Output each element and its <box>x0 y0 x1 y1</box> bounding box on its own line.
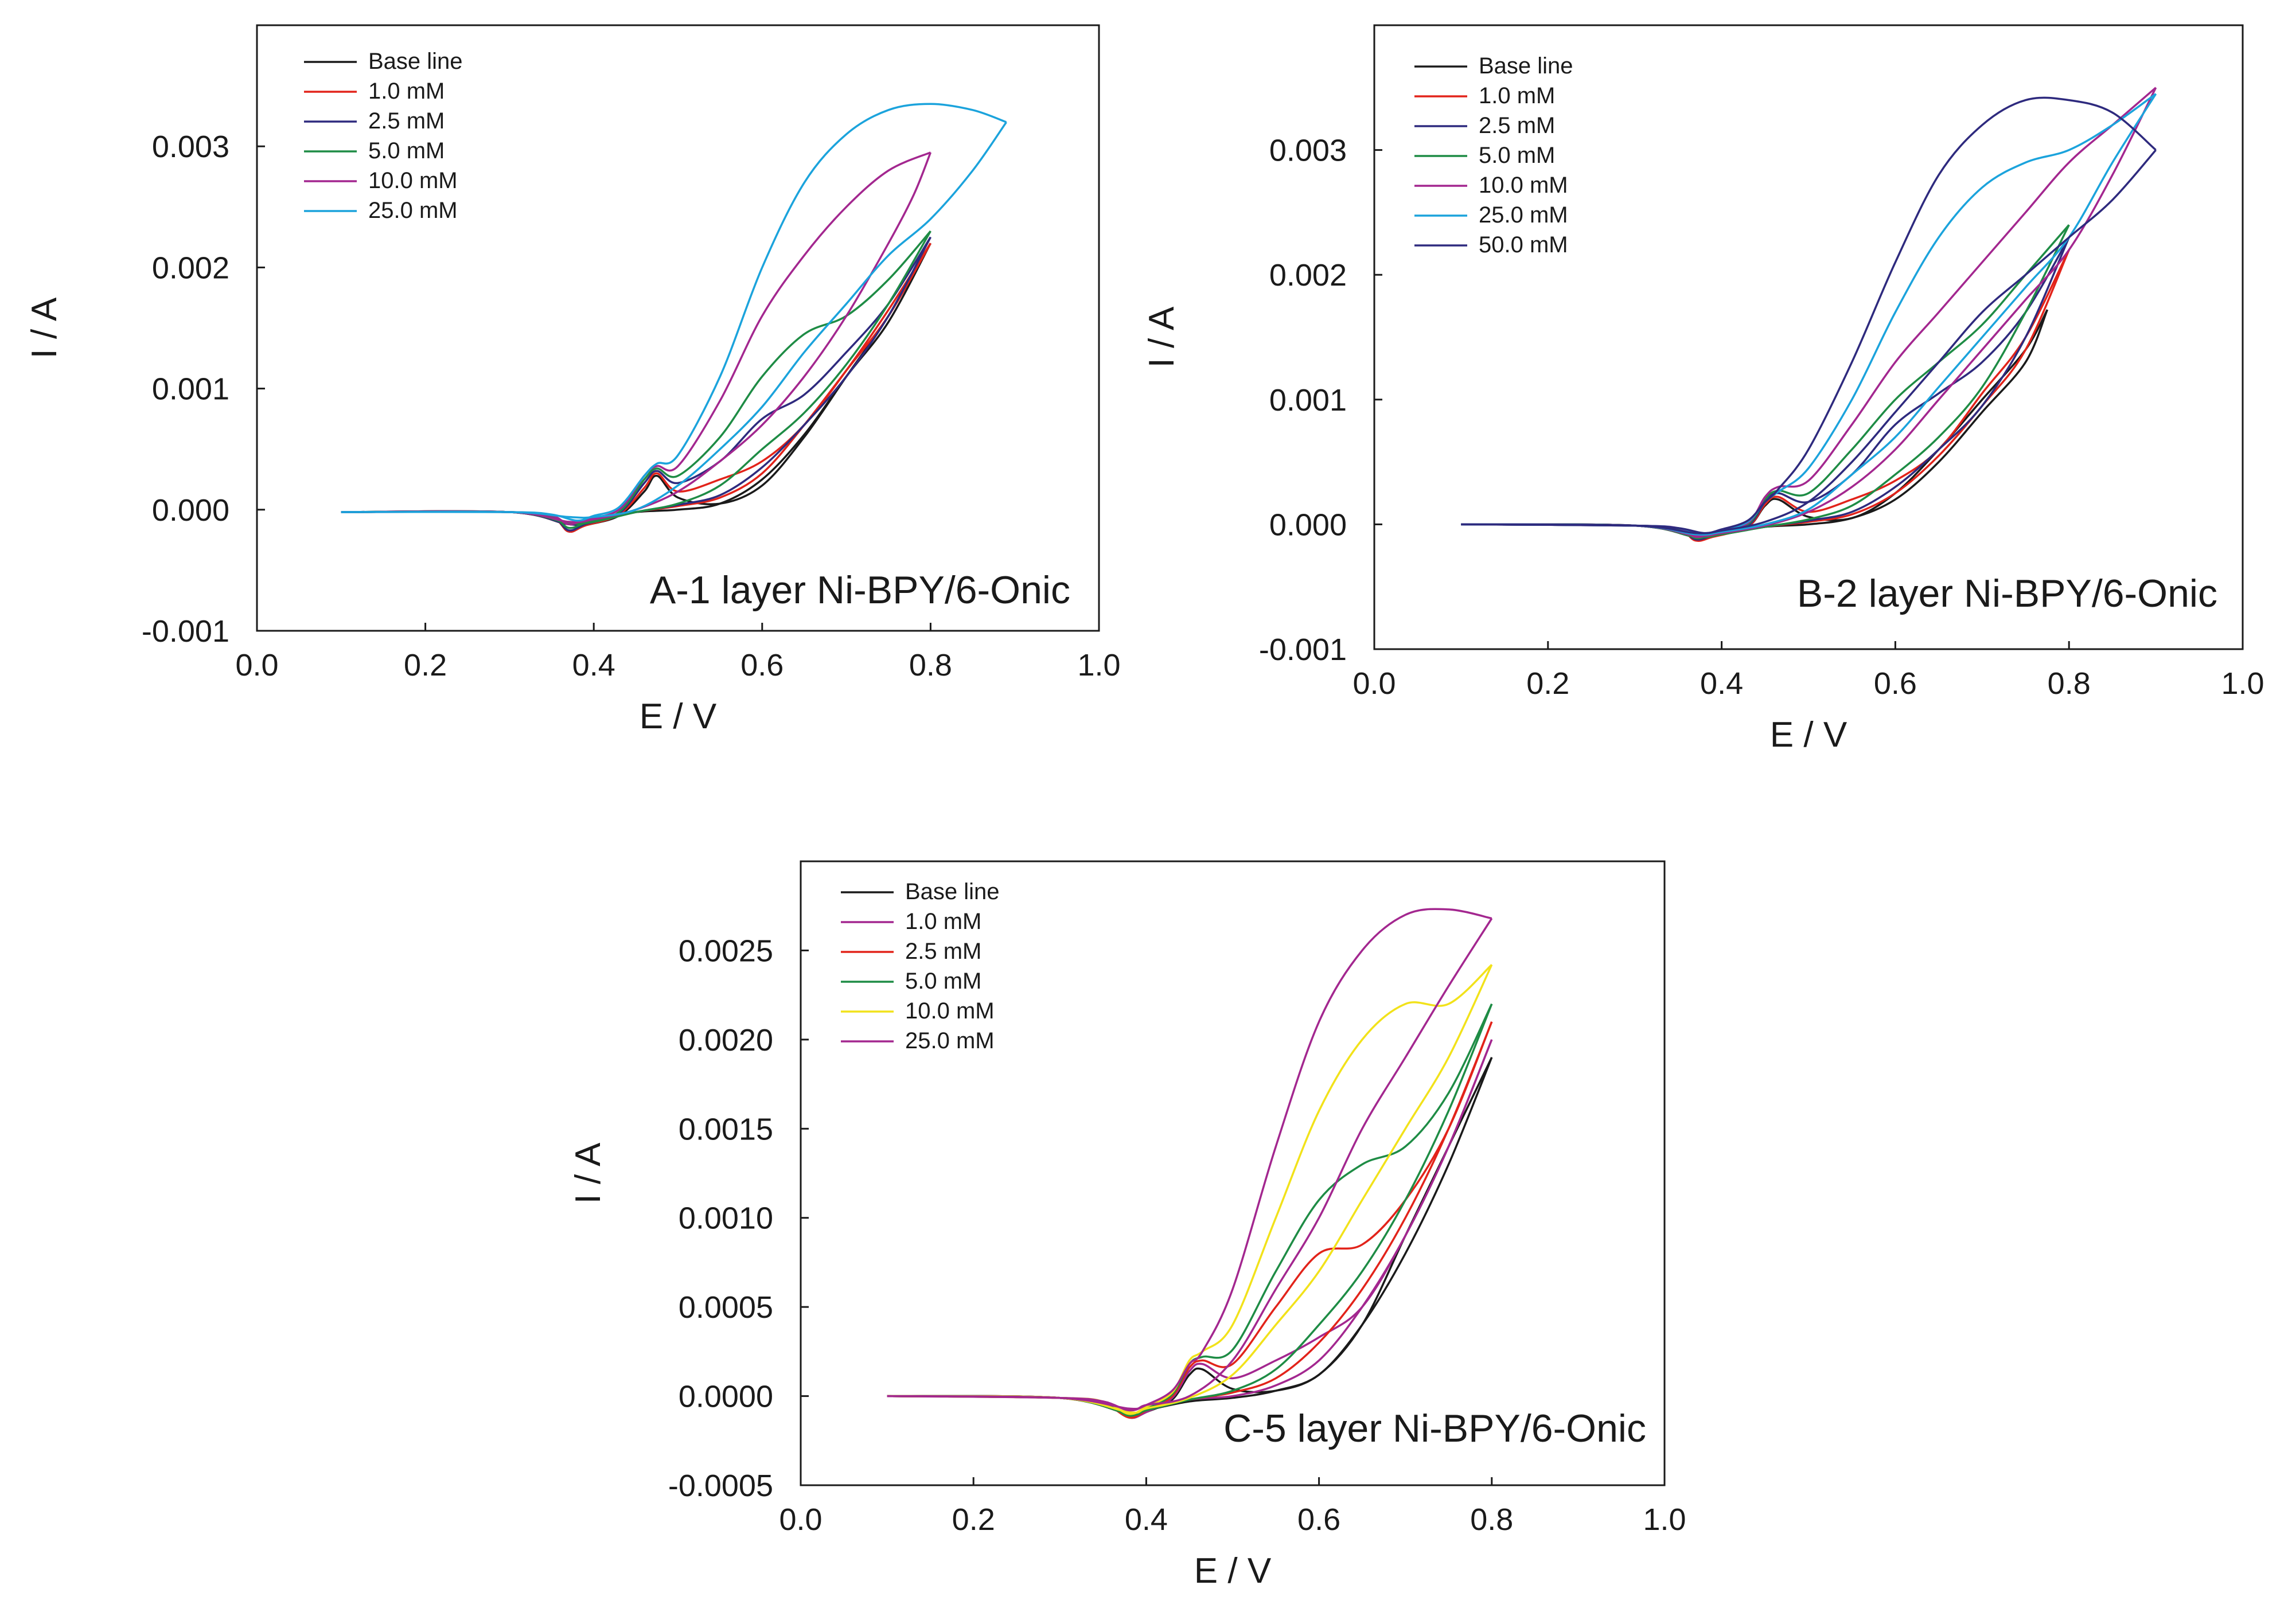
x-tick-label: 0.6 <box>1874 666 1917 701</box>
panel-label: C-5 layer Ni-BPY/6-Onic <box>1223 1407 1646 1450</box>
y-tick-label: 0.000 <box>152 493 229 528</box>
y-tick-label: 0.002 <box>1269 258 1347 292</box>
y-tick-label: -0.001 <box>142 614 229 649</box>
series-reverse-scan <box>887 918 1493 1410</box>
x-tick-label: 1.0 <box>1643 1502 1686 1537</box>
x-tick-label: 0.2 <box>952 1502 995 1537</box>
y-tick-label: 0.003 <box>152 130 229 164</box>
x-axis-title: E / V <box>1770 715 1847 755</box>
plot-frame <box>256 24 1100 632</box>
y-tick-label: 0.0005 <box>679 1290 773 1325</box>
legend-label: 50.0 mM <box>1479 232 1568 257</box>
panel-label: B-2 layer Ni-BPY/6-Onic <box>1797 572 2217 615</box>
x-tick-label: 0.2 <box>404 648 447 682</box>
legend-label: 5.0 mM <box>368 138 445 163</box>
x-tick-label: 0.8 <box>909 648 952 682</box>
legend-label: 25.0 mM <box>1479 202 1568 228</box>
panel-label: A-1 layer Ni-BPY/6-Onic <box>650 568 1070 612</box>
y-axis-title: I / A <box>25 297 64 358</box>
legend-label: 1.0 mM <box>368 79 445 104</box>
x-axis-title: E / V <box>1194 1551 1272 1591</box>
legend-label: Base line <box>368 49 463 74</box>
legend-label: 5.0 mM <box>905 969 981 994</box>
x-axis-title: E / V <box>640 697 717 736</box>
y-tick-label: 0.000 <box>1269 508 1347 542</box>
x-tick-label: 0.4 <box>1125 1502 1168 1537</box>
x-tick-label: 0.4 <box>1700 666 1743 701</box>
y-tick-label: 0.003 <box>1269 134 1347 168</box>
series-reverse-scan <box>341 152 932 524</box>
legend-label: 2.5 mM <box>905 939 981 964</box>
plot-frame <box>800 860 1666 1486</box>
series-reverse-scan <box>1461 149 2157 534</box>
y-tick-label: 0.0025 <box>679 934 773 968</box>
series-forward-scan <box>1461 96 2157 534</box>
legend-label: 1.0 mM <box>1479 83 1555 108</box>
plot-frame <box>1373 24 2244 650</box>
y-tick-label: 0.0010 <box>679 1201 773 1236</box>
legend-label: 1.0 mM <box>905 909 981 934</box>
legend-label: 10.0 mM <box>368 168 458 193</box>
y-tick-label: 0.001 <box>152 372 229 407</box>
chart-panel-b: 0.0 0.2 0.4 0.6 0.8 1.0 -0.001 0.000 0.001 0.002 0… <box>1142 24 2264 755</box>
y-axis-title: I / A <box>568 1142 608 1204</box>
chart-panel-c: 0.0 0.2 0.4 0.6 0.8 1.0 -0.0005 0.0000 0.0005 0.0… <box>568 860 1686 1591</box>
y-tick-label: 0.0000 <box>679 1380 773 1414</box>
legend-label: Base line <box>1479 53 1573 79</box>
series-reverse-scan <box>341 121 1007 519</box>
series-forward-scan <box>887 908 1492 1412</box>
x-tick-label: 0.0 <box>1352 666 1396 701</box>
x-tick-label: 0.0 <box>779 1502 822 1537</box>
x-tick-label: 1.0 <box>2221 666 2264 701</box>
y-axis-title: I / A <box>1142 306 1182 368</box>
y-tick-label: 0.002 <box>152 251 229 285</box>
chart-panels: 0.0 0.2 0.4 0.6 0.8 1.0-0.0010.0000.0010.0020… <box>25 24 2264 1591</box>
legend-label: Base line <box>905 879 1000 904</box>
x-tick-label: 0.4 <box>572 648 615 682</box>
legend-label: 10.0 mM <box>905 998 995 1024</box>
y-tick-label: -0.0005 <box>668 1469 773 1503</box>
y-tick-label: 0.001 <box>1269 383 1347 417</box>
x-tick-label: 0.6 <box>740 648 784 682</box>
y-tick-label: 0.0015 <box>679 1112 773 1146</box>
series-reverse-scan <box>887 964 1493 1414</box>
legend-label: 10.0 mM <box>1479 173 1568 198</box>
y-tick-label: -0.001 <box>1259 633 1347 667</box>
x-tick-label: 0.6 <box>1297 1502 1340 1537</box>
legend-label: 2.5 mM <box>368 108 445 134</box>
x-tick-label: 1.0 <box>1077 648 1120 682</box>
x-tick-label: 0.2 <box>1526 666 1569 701</box>
legend-label: 25.0 mM <box>368 198 458 223</box>
y-tick-label: 0.0020 <box>679 1023 773 1057</box>
legend-label: 25.0 mM <box>905 1028 995 1053</box>
x-tick-label: 0.0 <box>235 648 278 682</box>
chart-panel-a: 0.0 0.2 0.4 0.6 0.8 1.0 -0.001 0.000 0.001 0.002 0… <box>25 24 1121 736</box>
legend-label: 5.0 mM <box>1479 143 1555 168</box>
x-tick-label: 0.8 <box>1470 1502 1513 1537</box>
x-tick-label: 0.8 <box>2048 666 2091 701</box>
legend-label: 2.5 mM <box>1479 113 1555 138</box>
